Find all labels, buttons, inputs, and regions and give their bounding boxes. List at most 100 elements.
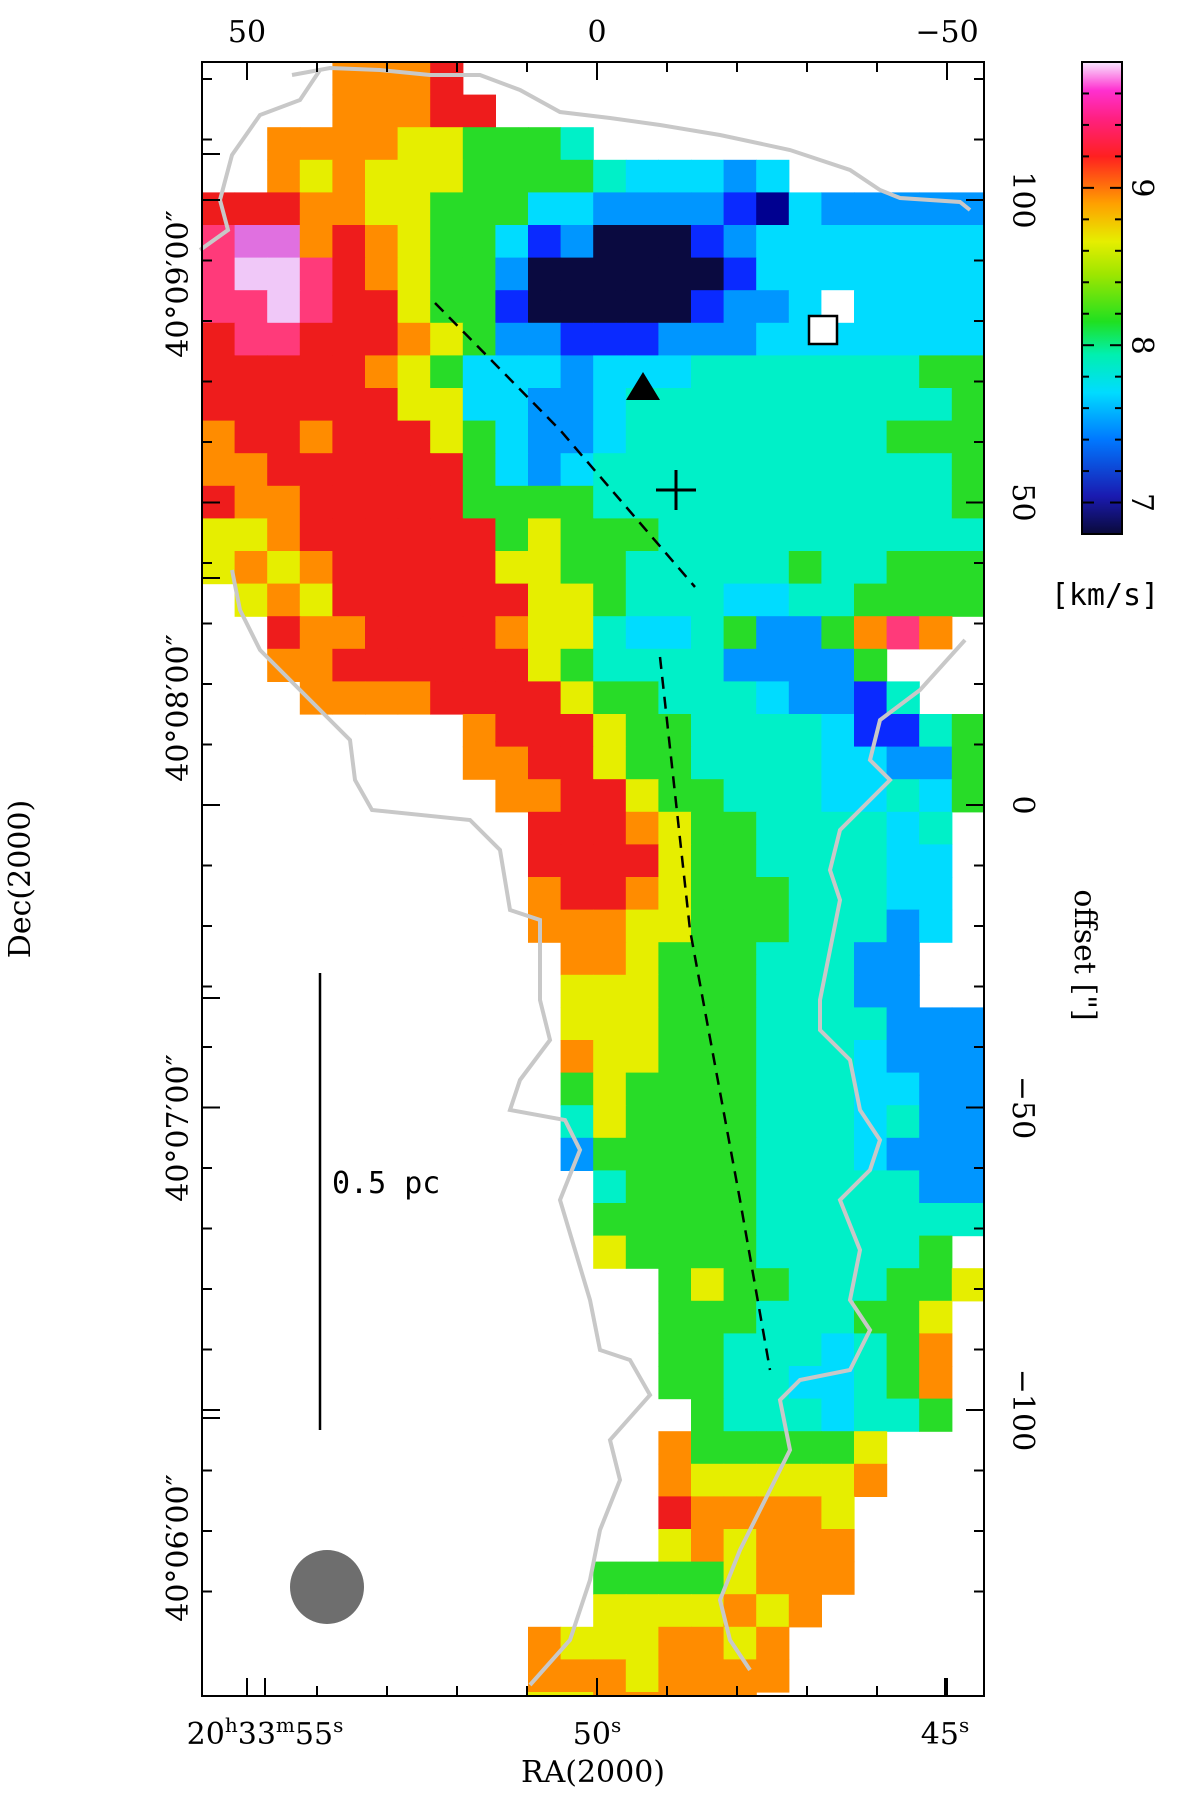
velocity-pixel xyxy=(234,290,268,324)
velocity-pixel xyxy=(560,1040,594,1074)
velocity-pixel xyxy=(430,485,464,519)
velocity-pixel xyxy=(919,1333,953,1367)
velocity-pixel xyxy=(560,159,594,193)
velocity-pixel xyxy=(560,290,594,324)
velocity-pixel xyxy=(919,1137,953,1171)
velocity-pixel xyxy=(886,811,920,845)
velocity-pixel xyxy=(919,453,953,487)
velocity-pixel xyxy=(299,551,333,585)
velocity-pixel xyxy=(788,1431,822,1465)
velocity-pixel xyxy=(267,485,301,519)
scale-bar-label: 0.5 pc xyxy=(332,1166,440,1201)
velocity-pixel xyxy=(691,1203,725,1237)
velocity-pixel xyxy=(658,257,692,291)
velocity-pixel xyxy=(560,388,594,422)
velocity-pixel xyxy=(886,1300,920,1334)
velocity-pixel xyxy=(723,616,757,650)
velocity-pixel xyxy=(365,127,399,161)
bottom-tick-label: 45s xyxy=(921,1713,969,1752)
velocity-pixel xyxy=(691,1398,725,1432)
velocity-pixel xyxy=(430,551,464,585)
velocity-pixel xyxy=(821,1137,855,1171)
velocity-pixel xyxy=(625,1594,659,1628)
velocity-pixel xyxy=(625,877,659,911)
square-marker xyxy=(807,314,839,346)
velocity-pixel xyxy=(430,62,464,96)
velocity-pixel xyxy=(788,648,822,682)
velocity-pixel xyxy=(430,159,464,193)
velocity-pixel xyxy=(658,648,692,682)
velocity-pixel xyxy=(625,616,659,650)
velocity-pixel xyxy=(756,1594,790,1628)
velocity-pixel xyxy=(528,1659,562,1693)
colorbar xyxy=(1081,61,1123,535)
velocity-pixel xyxy=(332,583,366,617)
velocity-pixel xyxy=(495,453,529,487)
velocity-pixel xyxy=(658,355,692,389)
velocity-pixel xyxy=(430,583,464,617)
velocity-pixel xyxy=(886,746,920,780)
velocity-pixel xyxy=(821,1561,855,1595)
velocity-pixel xyxy=(430,453,464,487)
velocity-pixel xyxy=(528,453,562,487)
velocity-pixel xyxy=(299,485,333,519)
velocity-pixel xyxy=(462,192,496,226)
velocity-pixel xyxy=(691,1463,725,1497)
velocity-pixel xyxy=(723,1007,757,1041)
velocity-pixel xyxy=(691,1235,725,1269)
velocity-pixel xyxy=(332,420,366,454)
velocity-pixel xyxy=(691,877,725,911)
velocity-pixel xyxy=(788,844,822,878)
velocity-pixel xyxy=(723,844,757,878)
velocity-pixel xyxy=(658,1072,692,1106)
velocity-pixel xyxy=(821,225,855,259)
velocity-pixel xyxy=(593,192,627,226)
velocity-pixel xyxy=(854,192,888,226)
velocity-pixel xyxy=(625,420,659,454)
velocity-pixel xyxy=(658,1431,692,1465)
velocity-pixel xyxy=(919,388,953,422)
velocity-pixel xyxy=(886,551,920,585)
velocity-pixel xyxy=(756,942,790,976)
velocity-pixel xyxy=(397,681,431,715)
velocity-pixel xyxy=(430,518,464,552)
velocity-pixel xyxy=(919,1105,953,1139)
velocity-pixel xyxy=(267,257,301,291)
velocity-pixel xyxy=(528,388,562,422)
velocity-pixel xyxy=(430,355,464,389)
velocity-pixel xyxy=(919,877,953,911)
velocity-pixel xyxy=(528,877,562,911)
velocity-pixel xyxy=(788,583,822,617)
velocity-pixel xyxy=(495,322,529,356)
velocity-pixel xyxy=(919,1072,953,1106)
velocity-pixel xyxy=(202,420,236,454)
velocity-pixel xyxy=(951,1072,984,1106)
top-axis-ticks: 50 0 −50 xyxy=(228,15,979,50)
velocity-pixel xyxy=(234,388,268,422)
velocity-pixel xyxy=(528,648,562,682)
velocity-pixel xyxy=(332,355,366,389)
velocity-pixel xyxy=(560,616,594,650)
velocity-pixel xyxy=(593,257,627,291)
velocity-pixel xyxy=(854,681,888,715)
velocity-pixel xyxy=(788,1235,822,1269)
velocity-pixel xyxy=(593,518,627,552)
velocity-pixel xyxy=(691,811,725,845)
velocity-pixel xyxy=(202,192,236,226)
velocity-pixel xyxy=(528,551,562,585)
velocity-pixel xyxy=(202,355,236,389)
velocity-pixel xyxy=(462,257,496,291)
velocity-pixel xyxy=(528,714,562,748)
velocity-pixel xyxy=(788,909,822,943)
velocity-pixel xyxy=(854,420,888,454)
velocity-pixel xyxy=(821,192,855,226)
velocity-pixel xyxy=(430,192,464,226)
velocity-pixel xyxy=(560,1007,594,1041)
velocity-pixel xyxy=(756,159,790,193)
velocity-pixel xyxy=(332,616,366,650)
velocity-pixel xyxy=(332,551,366,585)
velocity-pixel xyxy=(886,388,920,422)
velocity-pixel xyxy=(723,290,757,324)
velocity-pixel xyxy=(625,811,659,845)
velocity-pixel xyxy=(397,94,431,128)
